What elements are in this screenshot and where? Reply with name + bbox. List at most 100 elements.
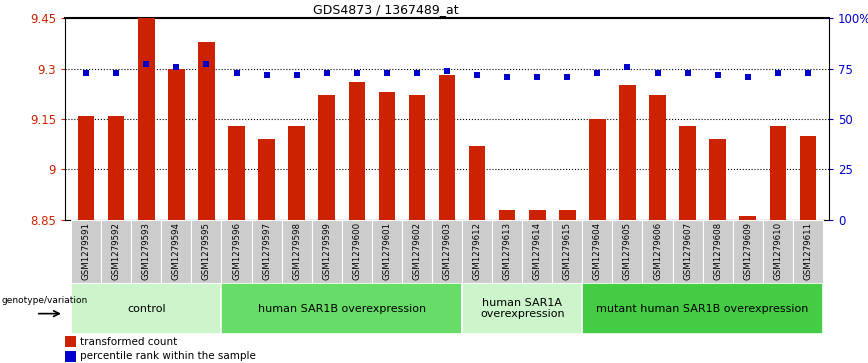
Bar <box>792 220 823 283</box>
Text: transformed count: transformed count <box>80 337 178 347</box>
Point <box>290 72 304 77</box>
Bar <box>65 336 76 347</box>
Bar <box>642 220 673 283</box>
Bar <box>740 216 756 220</box>
Bar <box>709 139 726 220</box>
Bar <box>763 220 792 283</box>
Bar <box>799 136 816 220</box>
Bar <box>168 69 185 220</box>
Bar <box>499 209 516 220</box>
Text: GSM1279615: GSM1279615 <box>562 222 572 280</box>
Bar <box>680 126 696 220</box>
Text: GSM1279593: GSM1279593 <box>141 222 151 280</box>
Text: GSM1279606: GSM1279606 <box>653 222 662 280</box>
Text: GSM1279594: GSM1279594 <box>172 222 181 280</box>
Text: GSM1279599: GSM1279599 <box>322 222 332 280</box>
Bar <box>552 220 582 283</box>
Point <box>380 70 394 76</box>
Bar <box>372 220 402 283</box>
Bar <box>221 283 462 334</box>
Text: GSM1279609: GSM1279609 <box>743 222 753 280</box>
Point <box>530 74 544 79</box>
Bar <box>288 126 305 220</box>
Bar <box>312 220 342 283</box>
Text: GSM1279600: GSM1279600 <box>352 222 361 280</box>
Bar <box>161 220 192 283</box>
Bar <box>432 220 462 283</box>
Bar <box>613 220 642 283</box>
Text: GSM1279612: GSM1279612 <box>472 222 482 280</box>
Title: GDS4873 / 1367489_at: GDS4873 / 1367489_at <box>313 3 458 16</box>
Bar <box>469 146 485 220</box>
Bar <box>131 220 161 283</box>
Point <box>771 70 785 76</box>
Text: human SAR1B overexpression: human SAR1B overexpression <box>258 303 426 314</box>
Bar <box>138 18 155 220</box>
Bar <box>733 220 763 283</box>
Bar <box>462 283 582 334</box>
Text: GSM1279614: GSM1279614 <box>533 222 542 280</box>
Bar <box>228 126 245 220</box>
Point <box>740 74 754 79</box>
Bar <box>402 220 432 283</box>
Point <box>561 74 575 79</box>
Bar <box>589 119 606 220</box>
Point <box>681 70 694 76</box>
Point <box>200 62 214 68</box>
Text: GSM1279611: GSM1279611 <box>804 222 812 280</box>
Bar <box>438 75 456 220</box>
Bar <box>342 220 372 283</box>
Bar <box>462 220 492 283</box>
Bar <box>378 92 395 220</box>
Text: GSM1279613: GSM1279613 <box>503 222 511 280</box>
Text: GSM1279598: GSM1279598 <box>293 222 301 280</box>
Point <box>651 70 665 76</box>
Bar <box>492 220 523 283</box>
Bar <box>673 220 702 283</box>
Bar <box>582 220 613 283</box>
Bar <box>281 220 312 283</box>
Text: GSM1279596: GSM1279596 <box>232 222 241 280</box>
Point <box>410 70 424 76</box>
Bar <box>702 220 733 283</box>
Bar <box>78 115 95 220</box>
Point <box>319 70 333 76</box>
Text: GSM1279602: GSM1279602 <box>412 222 422 280</box>
Bar <box>252 220 281 283</box>
Text: GSM1279607: GSM1279607 <box>683 222 692 280</box>
Text: GSM1279591: GSM1279591 <box>82 222 90 280</box>
Bar <box>319 95 335 220</box>
Point <box>109 70 123 76</box>
Point <box>711 72 725 77</box>
Text: mutant human SAR1B overexpression: mutant human SAR1B overexpression <box>596 303 809 314</box>
Bar <box>649 95 666 220</box>
Bar <box>259 139 275 220</box>
Bar <box>409 95 425 220</box>
Point <box>229 70 243 76</box>
Point <box>79 70 93 76</box>
Point <box>470 72 484 77</box>
Bar <box>349 82 365 220</box>
Text: GSM1279597: GSM1279597 <box>262 222 271 280</box>
Text: GSM1279595: GSM1279595 <box>202 222 211 280</box>
Bar <box>108 115 124 220</box>
Point <box>801 70 815 76</box>
Bar <box>582 283 823 334</box>
Bar <box>221 220 252 283</box>
Bar <box>71 283 221 334</box>
Text: control: control <box>127 303 166 314</box>
Bar <box>192 220 221 283</box>
Text: GSM1279603: GSM1279603 <box>443 222 451 280</box>
Text: GSM1279592: GSM1279592 <box>112 222 121 280</box>
Point <box>140 62 154 68</box>
Bar <box>102 220 131 283</box>
Bar <box>770 126 786 220</box>
Text: genotype/variation: genotype/variation <box>1 296 88 305</box>
Text: GSM1279604: GSM1279604 <box>593 222 602 280</box>
Point <box>500 74 514 79</box>
Text: GSM1279610: GSM1279610 <box>773 222 782 280</box>
Point <box>260 72 273 77</box>
Point <box>590 70 604 76</box>
Point <box>440 68 454 73</box>
Bar <box>559 209 575 220</box>
